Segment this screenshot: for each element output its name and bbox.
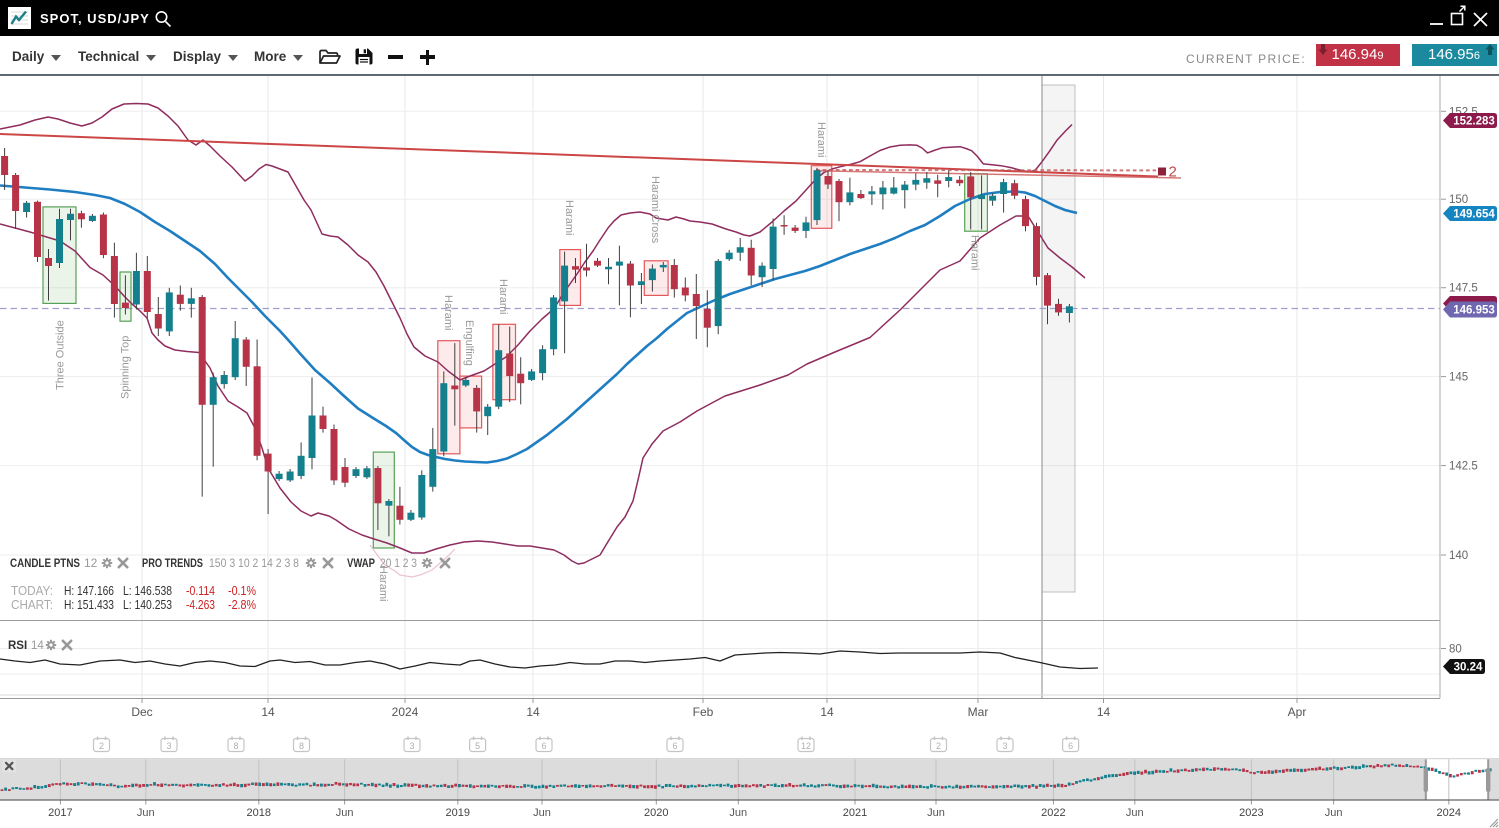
svg-text:L: 146.538: L: 146.538 (123, 584, 172, 598)
svg-text:2: 2 (1169, 164, 1177, 181)
svg-text:Engulfing: Engulfing (463, 320, 475, 366)
svg-text:Jun: Jun (729, 807, 747, 819)
svg-text:149.654: 149.654 (1453, 209, 1495, 221)
svg-text:140: 140 (1449, 550, 1468, 562)
svg-text:147.5: 147.5 (1449, 283, 1478, 295)
svg-text:6: 6 (672, 741, 677, 751)
svg-text:CANDLE PTNS: CANDLE PTNS (10, 556, 80, 570)
svg-text:2022: 2022 (1041, 807, 1065, 819)
svg-text:CHART:: CHART: (11, 598, 53, 612)
svg-text:Three Outside: Three Outside (55, 320, 67, 390)
svg-text:L: 140.253: L: 140.253 (123, 598, 172, 612)
svg-text:14: 14 (1097, 705, 1111, 719)
svg-text:2021: 2021 (843, 807, 867, 819)
svg-text:5: 5 (475, 741, 480, 751)
svg-text:12: 12 (801, 741, 811, 751)
svg-text:H: 151.433: H: 151.433 (64, 598, 114, 612)
svg-text:8: 8 (233, 741, 238, 751)
svg-text:-0.114: -0.114 (186, 584, 215, 598)
svg-text:12: 12 (84, 556, 98, 570)
svg-text:-0.1%: -0.1% (228, 584, 256, 598)
svg-text:RSI: RSI (8, 640, 27, 652)
svg-text:14: 14 (526, 705, 540, 719)
svg-text:80: 80 (1449, 644, 1462, 656)
svg-text:Jun: Jun (336, 807, 354, 819)
svg-text:VWAP: VWAP (347, 556, 375, 570)
svg-text:2024: 2024 (392, 705, 419, 719)
svg-text:3: 3 (166, 741, 171, 751)
svg-text:14: 14 (31, 640, 44, 652)
svg-text:Feb: Feb (693, 705, 714, 719)
svg-text:Mar: Mar (968, 705, 989, 719)
svg-text:2017: 2017 (48, 807, 72, 819)
svg-text:3: 3 (409, 741, 414, 751)
svg-text:145: 145 (1449, 372, 1468, 384)
svg-text:6: 6 (541, 741, 546, 751)
svg-text:Harami: Harami (497, 279, 509, 314)
svg-text:Dec: Dec (131, 705, 152, 719)
svg-text:H: 147.166: H: 147.166 (64, 584, 114, 598)
svg-text:-2.8%: -2.8% (228, 598, 256, 612)
svg-text:Harami: Harami (563, 200, 575, 235)
svg-text:2024: 2024 (1437, 807, 1461, 819)
svg-text:PRO TRENDS: PRO TRENDS (142, 556, 203, 570)
svg-text:152.283: 152.283 (1453, 116, 1495, 128)
svg-text:2020: 2020 (644, 807, 668, 819)
svg-text:14: 14 (261, 705, 275, 719)
svg-text:2019: 2019 (446, 807, 470, 819)
svg-text:Harami: Harami (969, 235, 981, 270)
svg-text:150 3 10 2 14 2 3 8: 150 3 10 2 14 2 3 8 (209, 556, 299, 570)
svg-text:30.24: 30.24 (1454, 662, 1483, 674)
svg-text:8: 8 (299, 741, 304, 751)
svg-text:142.5: 142.5 (1449, 461, 1478, 473)
svg-text:146.953: 146.953 (1453, 305, 1495, 317)
svg-text:Jun: Jun (927, 807, 945, 819)
svg-text:6: 6 (1068, 741, 1073, 751)
svg-text:2: 2 (99, 741, 104, 751)
svg-text:2023: 2023 (1239, 807, 1263, 819)
svg-text:Jun: Jun (1325, 807, 1343, 819)
svg-text:TODAY:: TODAY: (11, 584, 53, 598)
svg-text:Jun: Jun (137, 807, 155, 819)
svg-text:-4.263: -4.263 (186, 598, 215, 612)
svg-text:Jun: Jun (533, 807, 551, 819)
svg-text:2018: 2018 (247, 807, 271, 819)
svg-text:Harami: Harami (377, 566, 389, 601)
svg-text:Harami: Harami (442, 295, 454, 330)
svg-text:Harami Cross: Harami Cross (649, 176, 661, 244)
svg-text:Spinning Top: Spinning Top (120, 336, 132, 399)
svg-text:14: 14 (820, 705, 834, 719)
svg-text:Harami: Harami (815, 122, 827, 157)
svg-text:3: 3 (1002, 741, 1007, 751)
svg-text:2: 2 (936, 741, 941, 751)
svg-text:20 1 2 3: 20 1 2 3 (380, 556, 417, 570)
svg-text:Apr: Apr (1288, 705, 1307, 719)
svg-text:Jun: Jun (1126, 807, 1144, 819)
svg-text:150: 150 (1449, 194, 1468, 206)
